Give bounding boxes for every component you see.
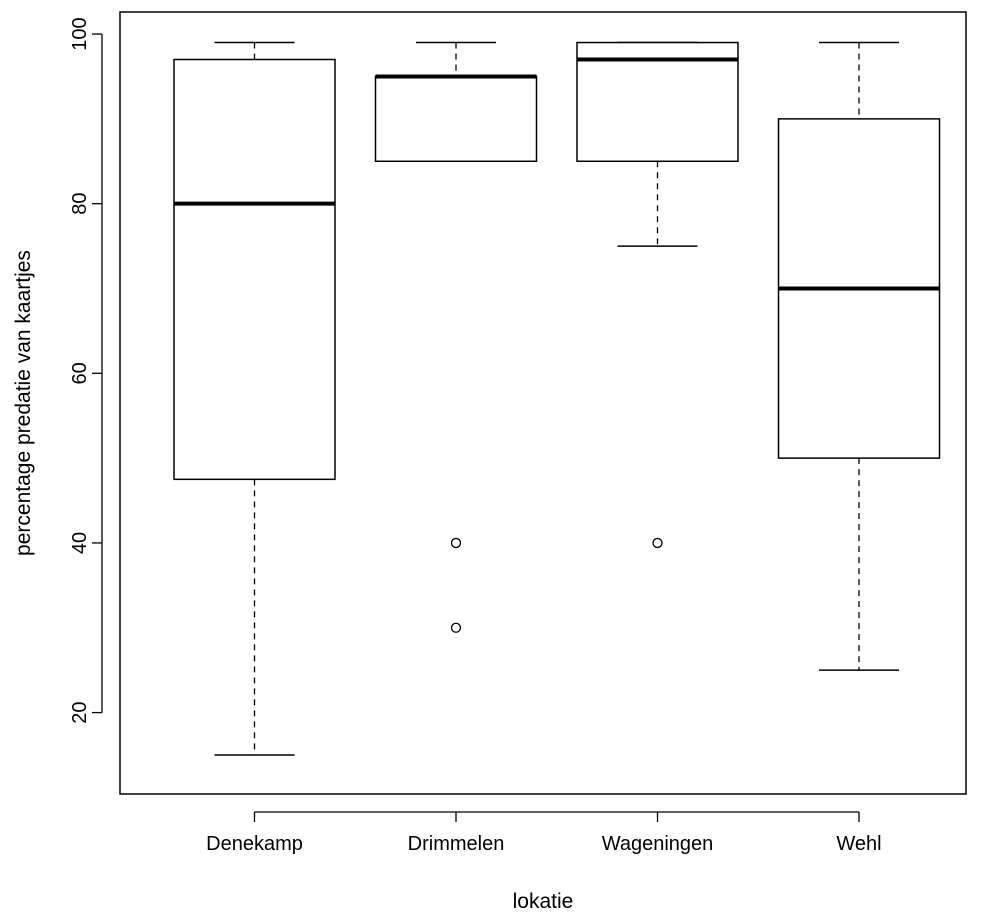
- outlier-point: [450, 622, 462, 633]
- y-tick-label: 40: [69, 532, 91, 554]
- x-axis-title: lokatie: [513, 890, 574, 913]
- iqr-box: [576, 41, 739, 163]
- x-axis: Denekamp Drimmelen Wageningen Wehl: [206, 811, 882, 855]
- plot-area: [173, 41, 941, 756]
- y-tick-label: 100: [69, 17, 91, 50]
- x-tick-label: Drimmelen: [408, 833, 505, 855]
- y-axis: 20 40 60 80 100: [69, 17, 103, 724]
- iqr-box: [374, 75, 538, 163]
- x-tick-label: Denekamp: [206, 833, 303, 855]
- y-tick-label: 80: [69, 193, 91, 215]
- box-wageningen: [576, 41, 739, 549]
- iqr-box: [173, 58, 336, 481]
- y-axis-title: percentage predatie van kaartjes: [12, 250, 35, 556]
- plot-frame: [119, 11, 967, 795]
- y-tick-label: 20: [69, 701, 91, 723]
- box-denekamp: [173, 41, 336, 756]
- y-tick-label: 60: [69, 362, 91, 384]
- box-drimmelen: [374, 41, 538, 633]
- outlier-point: [450, 537, 462, 549]
- outlier-point: [652, 537, 663, 549]
- x-tick-label: Wageningen: [602, 833, 714, 855]
- box-wehl: [777, 41, 941, 671]
- x-tick-label: Wehl: [836, 833, 881, 855]
